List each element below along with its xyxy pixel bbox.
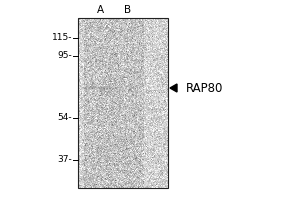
Text: RAP80: RAP80 [186, 82, 224, 95]
Text: B: B [124, 5, 132, 15]
Text: 37-: 37- [57, 156, 72, 164]
Text: 115-: 115- [52, 33, 72, 43]
Bar [78, 18, 168, 188]
Text: A: A [96, 5, 103, 15]
Polygon shape [170, 84, 177, 92]
Text: 95-: 95- [57, 51, 72, 60]
Text: 54-: 54- [57, 114, 72, 122]
